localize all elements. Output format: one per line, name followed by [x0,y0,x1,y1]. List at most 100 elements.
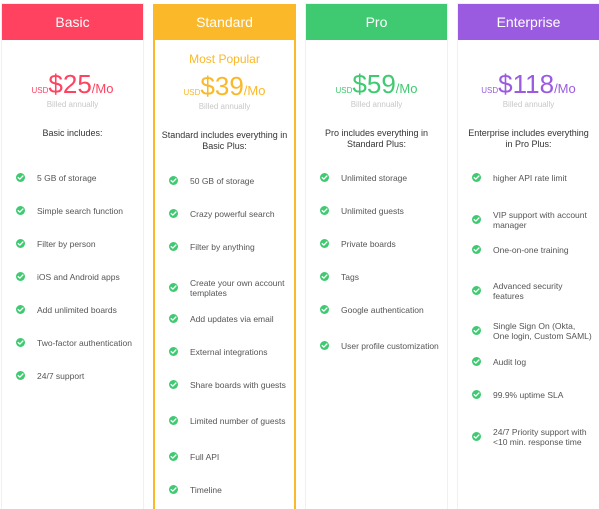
feature-label: iOS and Android apps [37,272,120,282]
check-circle-icon [169,283,178,292]
feature-label: Share boards with guests [190,380,286,390]
check-circle-icon [169,452,178,461]
price-amount: $118 [498,69,555,99]
check-circle-icon [169,485,178,494]
feature-label: One-on-one training [493,245,569,255]
check-circle-icon [169,416,178,425]
feature-label: Full API [190,452,220,462]
check-circle-icon [472,173,481,182]
price-amount: $25 [48,69,92,99]
price-period: /Mo [554,81,576,96]
plan-name-header[interactable]: Standard [153,4,296,40]
plan-card-pro: Pro USD$59/Mo Billed annually Pro includes … [306,4,447,509]
feature-label: Unlimited guests [341,206,404,216]
check-circle-icon [16,206,25,215]
feature-label: Two-factor authentication [37,338,132,348]
check-circle-icon [169,314,178,323]
feature-item: Crazy powerful search [169,209,288,219]
feature-label: VIP support with account manager [493,210,587,230]
feature-item: Audit log [472,357,593,367]
feature-item: Unlimited storage [320,173,441,183]
feature-item: Create your own account templates [169,278,288,298]
feature-item: iOS and Android apps [16,272,137,282]
check-circle-icon [169,347,178,356]
feature-label: 50 GB of storage [190,176,255,186]
price-currency: USD [31,86,49,95]
plan-name-header[interactable]: Basic [2,4,143,40]
includes-heading: Enterprise includes everything in Pro Pl… [468,128,589,149]
feature-item: Limited number of guests [169,416,288,426]
includes-heading: Standard includes everything in Basic Pl… [161,130,288,151]
check-circle-icon [472,215,481,224]
check-circle-icon [472,245,481,254]
price: USD$59/Mo [306,62,447,113]
feature-item: 5 GB of storage [16,173,137,183]
check-circle-icon [472,357,481,366]
plan-name-header[interactable]: Pro [306,4,447,40]
price-period: /Mo [91,81,114,96]
includes-heading: Basic includes: [42,128,103,138]
plan-name-header[interactable]: Enterprise [458,4,599,40]
feature-label: User profile customization [341,341,439,351]
feature-item: 24/7 Priority support with <10 min. resp… [472,427,593,447]
check-circle-icon [472,432,481,441]
price-currency: USD [183,88,201,97]
feature-item: Private boards [320,239,441,249]
includes-heading: Pro includes everything in Standard Plus… [324,128,429,149]
check-circle-icon [472,390,481,399]
feature-item: Two-factor authentication [16,338,137,348]
feature-label: Crazy powerful search [190,209,275,219]
check-circle-icon [472,326,481,335]
feature-item: Single Sign On (Okta, One login, Custom … [472,321,593,341]
feature-label: Google authentication [341,305,424,315]
price-currency: USD [481,86,499,95]
feature-label: Timeline [190,485,222,495]
check-circle-icon [320,239,329,248]
billing-note: Billed annually [350,100,403,109]
billing-note: Billed annually [198,102,251,111]
feature-label: Filter by anything [190,242,255,252]
billing-note: Billed annually [502,100,555,109]
feature-label: higher API rate limit [493,173,567,183]
price-amount: $39 [200,71,244,101]
feature-item: One-on-one training [472,245,593,255]
price: USD$25/Mo [2,62,143,113]
feature-item: Google authentication [320,305,441,315]
feature-label: 5 GB of storage [37,173,97,183]
feature-item: External integrations [169,347,288,357]
feature-item: Unlimited guests [320,206,441,216]
feature-item: Simple search function [16,206,137,216]
check-circle-icon [16,371,25,380]
price-amount: $59 [352,69,396,99]
feature-item: Filter by anything [169,242,288,252]
feature-item: Advanced security features [472,281,593,301]
feature-item: Full API [169,452,288,462]
plan-card-enterprise: Enterprise USD$118/Mo Billed annually Enter… [458,4,599,509]
feature-label: Limited number of guests [190,416,286,426]
feature-label: Filter by person [37,239,96,249]
check-circle-icon [320,341,329,350]
check-circle-icon [169,209,178,218]
check-circle-icon [16,272,25,281]
feature-label: 24/7 support [37,371,85,381]
price-period: /Mo [243,83,266,98]
feature-label: Simple search function [37,206,123,216]
check-circle-icon [169,380,178,389]
check-circle-icon [320,173,329,182]
feature-label: Create your own account templates [190,278,285,298]
feature-item: higher API rate limit [472,173,593,183]
check-circle-icon [16,338,25,347]
feature-item: Tags [320,272,441,282]
check-circle-icon [16,173,25,182]
price: USD$118/Mo [458,62,599,113]
feature-item: Add unlimited boards [16,305,137,315]
feature-item: 24/7 support [16,371,137,381]
check-circle-icon [16,239,25,248]
feature-label: Add updates via email [190,314,274,324]
feature-item: VIP support with account manager [472,210,593,230]
feature-label: Advanced security features [493,281,563,301]
price-currency: USD [335,86,353,95]
feature-label: External integrations [190,347,268,357]
feature-item: User profile customization [320,341,441,351]
check-circle-icon [320,272,329,281]
